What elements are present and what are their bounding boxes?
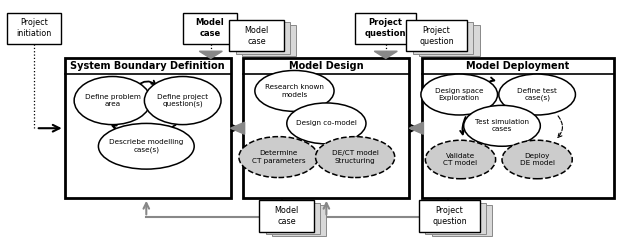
FancyBboxPatch shape: [65, 58, 230, 198]
Text: Project
question: Project question: [365, 18, 406, 38]
FancyBboxPatch shape: [272, 205, 326, 236]
Text: Define test
case(s): Define test case(s): [517, 88, 557, 101]
Ellipse shape: [464, 105, 540, 146]
Text: DE/CT model
Structuring: DE/CT model Structuring: [332, 151, 379, 164]
FancyBboxPatch shape: [259, 200, 314, 232]
FancyBboxPatch shape: [432, 205, 492, 236]
Text: Design co-model: Design co-model: [296, 121, 357, 126]
Text: Model Deployment: Model Deployment: [467, 61, 570, 71]
FancyBboxPatch shape: [413, 22, 473, 54]
Text: Define problem
area: Define problem area: [84, 94, 140, 107]
Text: Project
initiation: Project initiation: [17, 18, 52, 38]
FancyBboxPatch shape: [422, 58, 614, 198]
Polygon shape: [230, 122, 244, 134]
Text: Design space
Exploration: Design space Exploration: [435, 88, 483, 101]
Text: Test simulation
cases: Test simulation cases: [475, 119, 529, 132]
FancyBboxPatch shape: [426, 203, 486, 234]
FancyBboxPatch shape: [236, 22, 290, 54]
FancyBboxPatch shape: [242, 25, 296, 56]
FancyBboxPatch shape: [229, 20, 284, 51]
FancyBboxPatch shape: [355, 13, 416, 44]
Ellipse shape: [99, 123, 194, 169]
Ellipse shape: [316, 137, 395, 178]
Ellipse shape: [421, 74, 497, 115]
Polygon shape: [199, 51, 222, 58]
FancyBboxPatch shape: [182, 13, 237, 44]
Polygon shape: [374, 51, 397, 58]
Text: Project
question: Project question: [432, 206, 467, 226]
Ellipse shape: [287, 103, 366, 144]
Text: Model
case: Model case: [244, 26, 269, 46]
Text: Descriebe modelling
case(s): Descriebe modelling case(s): [109, 139, 184, 153]
FancyBboxPatch shape: [406, 20, 467, 51]
Text: Define project
question(s): Define project question(s): [157, 94, 208, 107]
FancyBboxPatch shape: [7, 13, 61, 44]
Ellipse shape: [255, 70, 334, 111]
Text: Determine
CT parameters: Determine CT parameters: [252, 151, 305, 164]
FancyBboxPatch shape: [266, 203, 320, 234]
Text: Model
case: Model case: [195, 18, 224, 38]
Text: Model Design: Model Design: [289, 61, 364, 71]
Ellipse shape: [426, 140, 495, 179]
Text: System Boundary Definition: System Boundary Definition: [70, 61, 225, 71]
Ellipse shape: [145, 76, 221, 125]
Text: Project
question: Project question: [419, 26, 454, 46]
Text: Validate
CT model: Validate CT model: [444, 153, 477, 166]
FancyBboxPatch shape: [419, 200, 479, 232]
Ellipse shape: [239, 137, 318, 178]
Text: Deploy
DE model: Deploy DE model: [520, 153, 555, 166]
Polygon shape: [410, 122, 424, 134]
Text: Research known
models: Research known models: [265, 84, 324, 98]
FancyBboxPatch shape: [419, 25, 479, 56]
Ellipse shape: [74, 76, 151, 125]
Ellipse shape: [502, 140, 572, 179]
Text: Model
case: Model case: [275, 206, 299, 226]
Ellipse shape: [499, 74, 575, 115]
FancyBboxPatch shape: [243, 58, 410, 198]
